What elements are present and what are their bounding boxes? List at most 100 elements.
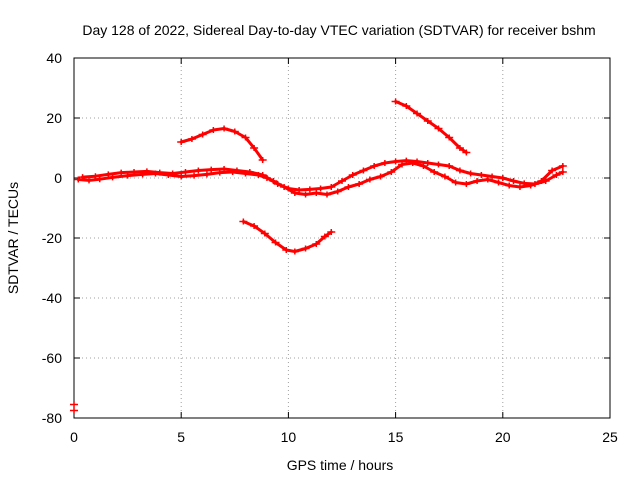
data-point	[387, 169, 396, 175]
data-point	[423, 160, 432, 166]
data-point	[220, 166, 229, 172]
data-point	[402, 103, 411, 109]
data-point	[91, 173, 100, 180]
series-main-band-a	[74, 157, 567, 193]
data-point	[258, 157, 267, 163]
data-point	[95, 176, 104, 183]
data-point	[220, 125, 229, 132]
data-point	[70, 407, 78, 414]
x-tick-label: 10	[281, 429, 297, 445]
data-point	[142, 168, 151, 175]
series-arc-upper-right	[391, 98, 471, 156]
data-point	[312, 241, 321, 247]
x-tick-label: 0	[70, 429, 78, 445]
data-point	[250, 223, 259, 229]
data-point	[198, 131, 207, 138]
data-series	[70, 98, 567, 414]
data-point	[548, 167, 557, 174]
data-point	[434, 161, 443, 168]
data-point	[230, 128, 239, 135]
axis-ticks: 0 5 10 15 20 25 -80 -60 -40 -20 0 20 40	[42, 50, 618, 445]
data-point	[370, 163, 379, 169]
x-tick-label: 15	[388, 429, 404, 445]
data-point	[85, 177, 94, 184]
x-tick-label: 20	[495, 429, 511, 445]
data-point	[280, 184, 289, 190]
data-point	[344, 184, 353, 190]
data-point	[413, 110, 422, 117]
data-point	[260, 230, 269, 237]
data-point	[445, 163, 454, 169]
data-point	[498, 175, 507, 181]
data-point	[338, 178, 346, 184]
y-tick-label: -40	[42, 290, 62, 306]
data-point	[70, 401, 78, 408]
data-point	[269, 178, 278, 184]
data-point	[462, 181, 471, 187]
data-point	[558, 163, 567, 169]
data-point	[365, 176, 374, 183]
data-point	[194, 167, 203, 174]
data-point	[78, 174, 87, 181]
data-point	[207, 166, 216, 173]
data-point	[327, 184, 336, 190]
y-tick-label: 0	[54, 170, 62, 186]
data-point	[202, 171, 211, 178]
data-point	[104, 171, 113, 178]
y-tick-label: 20	[46, 110, 62, 126]
data-point	[250, 145, 259, 151]
data-point	[423, 118, 432, 124]
data-point	[333, 188, 342, 195]
data-point	[290, 190, 299, 196]
data-point	[376, 173, 385, 180]
series-trace	[241, 220, 333, 253]
data-point	[348, 172, 357, 178]
chart-title: Day 128 of 2022, Sidereal Day-to-day VTE…	[82, 22, 595, 38]
data-point	[316, 185, 325, 192]
data-point	[359, 167, 368, 174]
y-tick-label: 40	[46, 50, 62, 66]
x-tick-label: 25	[602, 429, 618, 445]
data-point	[380, 160, 389, 166]
data-point	[168, 170, 177, 177]
data-point	[440, 173, 449, 180]
data-point	[355, 181, 364, 187]
data-point	[301, 191, 310, 198]
data-point	[408, 160, 417, 166]
data-point	[483, 176, 492, 183]
data-point	[419, 163, 428, 169]
data-point	[473, 178, 482, 184]
data-point	[258, 172, 267, 178]
data-point	[509, 178, 518, 184]
data-point	[232, 167, 241, 174]
data-point	[239, 218, 248, 225]
data-point	[181, 169, 190, 175]
data-point	[320, 233, 329, 240]
data-point	[505, 182, 514, 189]
data-point	[245, 169, 254, 175]
data-point	[301, 245, 310, 252]
data-point	[290, 248, 299, 255]
y-tick-label: -60	[42, 350, 62, 366]
data-point	[305, 186, 314, 193]
x-axis-label: GPS time / hours	[287, 457, 394, 473]
y-axis-label: SDTVAR / TECUs	[5, 182, 21, 294]
data-point	[190, 172, 199, 179]
data-point	[434, 125, 443, 132]
data-point	[241, 134, 250, 141]
data-point	[322, 191, 331, 198]
data-point	[391, 98, 400, 105]
data-point	[430, 169, 439, 175]
data-point	[526, 182, 535, 189]
data-point	[466, 170, 475, 177]
data-point	[327, 229, 336, 235]
data-point	[451, 179, 460, 186]
data-point	[271, 239, 280, 246]
series-main-band-b	[78, 160, 567, 198]
data-point	[177, 139, 186, 145]
data-point	[455, 167, 464, 174]
data-point	[130, 169, 139, 175]
data-point	[391, 158, 400, 165]
grid-lines	[74, 58, 610, 418]
data-point	[177, 173, 186, 180]
